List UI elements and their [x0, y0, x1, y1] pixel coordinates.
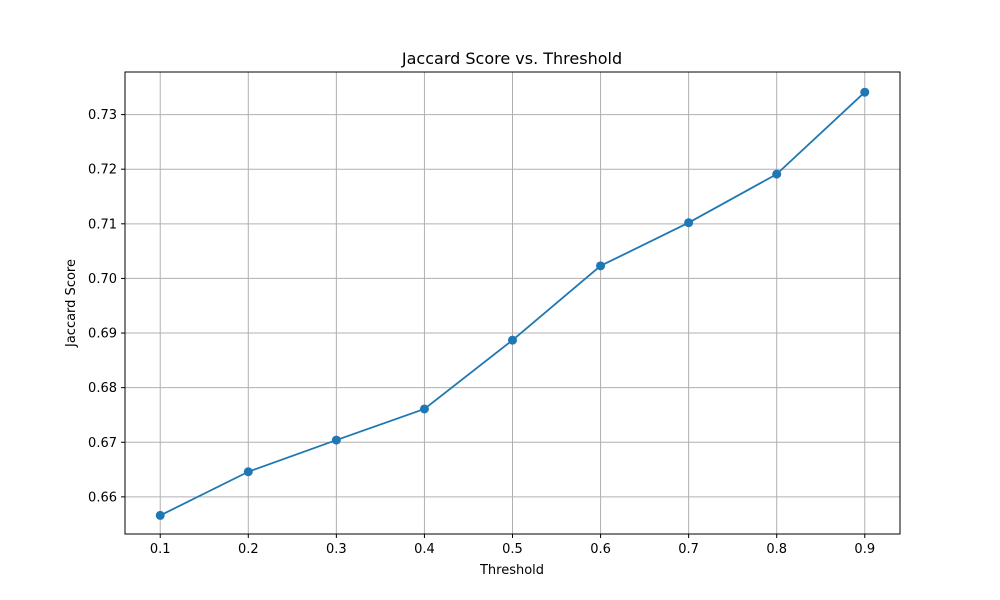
data-point: [772, 169, 782, 179]
data-point: [419, 404, 429, 414]
y-tick-label: 0.70: [88, 272, 117, 287]
y-tick-label: 0.68: [88, 381, 117, 396]
y-tick-label: 0.72: [88, 163, 117, 178]
x-tick-label: 0.6: [590, 542, 611, 557]
y-tick-label: 0.66: [88, 490, 117, 505]
x-tick-label: 0.9: [854, 542, 875, 557]
x-tick-label: 0.5: [502, 542, 523, 557]
data-point: [508, 335, 517, 345]
y-tick-label: 0.71: [88, 217, 117, 232]
data-point: [155, 510, 165, 520]
data-point: [684, 218, 694, 228]
x-tick-label: 0.2: [238, 542, 259, 557]
y-tick-label: 0.73: [88, 108, 117, 123]
x-tick-label: 0.7: [678, 542, 699, 557]
y-tick-label: 0.67: [88, 436, 117, 451]
chart-title: Jaccard Score vs. Threshold: [401, 49, 622, 68]
x-tick-label: 0.1: [150, 542, 171, 557]
x-tick-label: 0.3: [326, 542, 347, 557]
grid: [125, 72, 900, 534]
data-point: [596, 261, 606, 271]
y-tick-label: 0.69: [88, 327, 117, 342]
x-tick-label: 0.4: [414, 542, 435, 557]
axis-ticks: 0.1 0.2 0.3 0.4 0.5 0.6 0.7 0.8 0.9 0.66 0.67 0.68 0…: [88, 108, 875, 557]
data-point: [860, 87, 870, 97]
x-tick-label: 0.8: [766, 542, 787, 557]
data-point: [331, 435, 341, 445]
y-axis-label: Jaccard Score: [64, 259, 79, 348]
x-axis-label: Threshold: [479, 563, 544, 578]
data-point: [243, 467, 253, 477]
series-layer: [155, 87, 870, 520]
